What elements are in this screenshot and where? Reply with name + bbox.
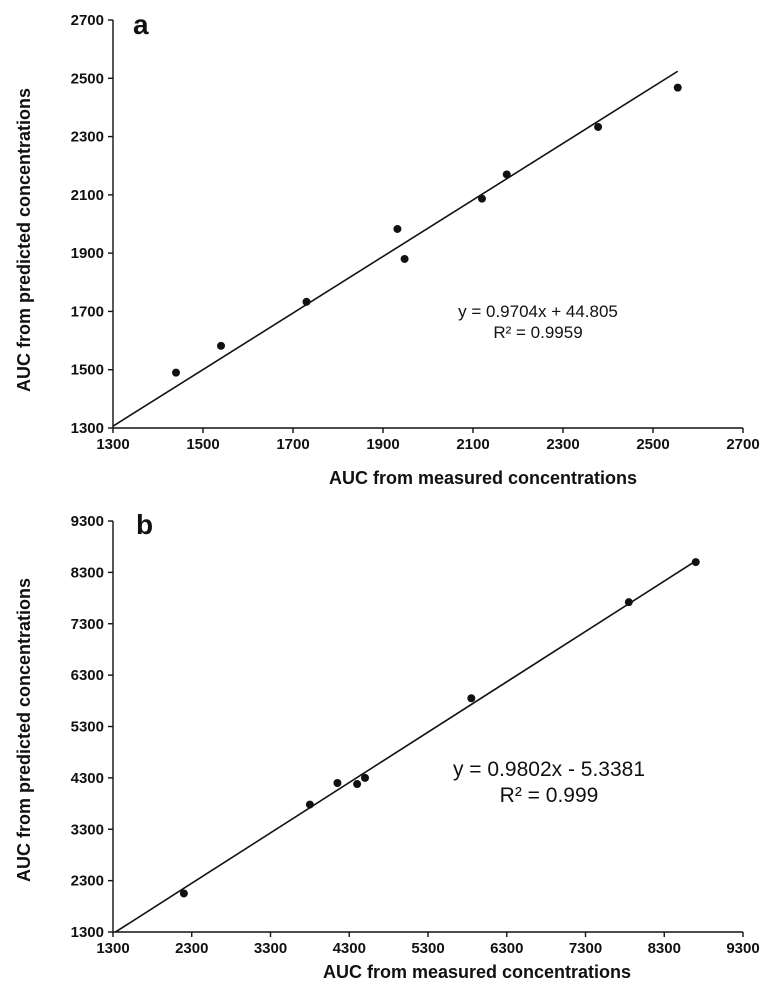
trendline (112, 70, 679, 427)
y-axis-label-a: AUC from predicted concentrations (14, 88, 34, 392)
data-point (393, 224, 402, 233)
y-tick-label: 1500 (71, 362, 104, 379)
chart-panel-a: 1300 1500 1700 1900 2100 2300 2500 2700 1300 1500… (14, 9, 760, 488)
r-squared-a: R² = 0.9959 (493, 323, 582, 342)
x-tick-label: 6300 (490, 940, 523, 957)
points-b (179, 558, 700, 898)
trendline (114, 560, 697, 933)
y-tick-label: 6300 (71, 667, 104, 684)
y-axis-label-b: AUC from predicted concentrations (14, 578, 34, 882)
axes-b (112, 521, 743, 933)
data-point (624, 598, 633, 607)
data-point (353, 780, 362, 789)
x-tick-label: 3300 (254, 940, 287, 957)
trendline-b (114, 560, 697, 933)
x-tick-label: 2100 (456, 436, 489, 453)
y-tick-label: 7300 (71, 616, 104, 633)
x-tick-label: 7300 (569, 940, 602, 957)
equation-b: y = 0.9802x - 5.3381 (453, 758, 645, 781)
data-point (502, 170, 511, 179)
x-tick-label: 1300 (96, 940, 129, 957)
y-tick-label: 2300 (71, 873, 104, 890)
data-point (478, 194, 486, 203)
x-tick-label: 2300 (175, 940, 208, 957)
x-tick-label: 1500 (186, 436, 219, 453)
data-point (691, 558, 700, 567)
x-axis-label-b: AUC from measured concentrations (323, 962, 631, 982)
y-tick-label: 2300 (71, 129, 104, 146)
data-point (217, 341, 225, 350)
points-a (172, 83, 682, 377)
r-squared-b: R² = 0.999 (500, 784, 599, 807)
data-point (305, 800, 314, 809)
data-point (673, 83, 682, 92)
ticks-b: 1300 2300 3300 4300 5300 6300 7300 8300 9300 1300… (71, 513, 760, 957)
data-point (467, 694, 476, 703)
x-tick-label: 5300 (411, 940, 444, 957)
data-point (594, 122, 603, 131)
axes-a (112, 20, 743, 429)
y-tick-label: 2700 (71, 12, 104, 29)
data-point (361, 773, 369, 782)
x-tick-label: 2700 (726, 436, 759, 453)
equation-a: y = 0.9704x + 44.805 (458, 302, 618, 321)
y-tick-label: 3300 (71, 821, 104, 838)
x-tick-label: 2500 (636, 436, 669, 453)
y-tick-label: 4300 (71, 770, 104, 787)
x-tick-label: 4300 (333, 940, 366, 957)
panel-label-a: a (133, 9, 149, 40)
y-tick-label: 2100 (71, 187, 104, 204)
y-tick-label: 2500 (71, 70, 104, 87)
panel-label-b: b (136, 509, 153, 540)
data-point (400, 254, 409, 263)
y-tick-label: 9300 (71, 513, 104, 530)
x-tick-label: 9300 (726, 940, 759, 957)
data-point (179, 889, 188, 898)
x-axis-label-a: AUC from measured concentrations (329, 468, 637, 488)
data-point (172, 368, 180, 377)
data-point (302, 297, 311, 306)
trendline-a (112, 70, 679, 427)
x-tick-label: 2300 (546, 436, 579, 453)
y-tick-label: 1700 (71, 303, 104, 320)
ticks-a: 1300 1500 1700 1900 2100 2300 2500 2700 1300 1500… (71, 12, 760, 453)
y-tick-label: 8300 (71, 564, 104, 581)
x-tick-label: 1700 (276, 436, 309, 453)
y-tick-label: 1300 (71, 420, 104, 437)
x-tick-label: 1900 (366, 436, 399, 453)
x-tick-label: 1300 (96, 436, 129, 453)
y-tick-label: 5300 (71, 719, 104, 736)
x-tick-label: 8300 (648, 940, 681, 957)
data-point (333, 779, 342, 788)
y-tick-label: 1900 (71, 245, 104, 262)
y-tick-label: 1300 (71, 924, 104, 941)
chart-panel-b: 1300 2300 3300 4300 5300 6300 7300 8300 9300 1300… (14, 509, 760, 982)
